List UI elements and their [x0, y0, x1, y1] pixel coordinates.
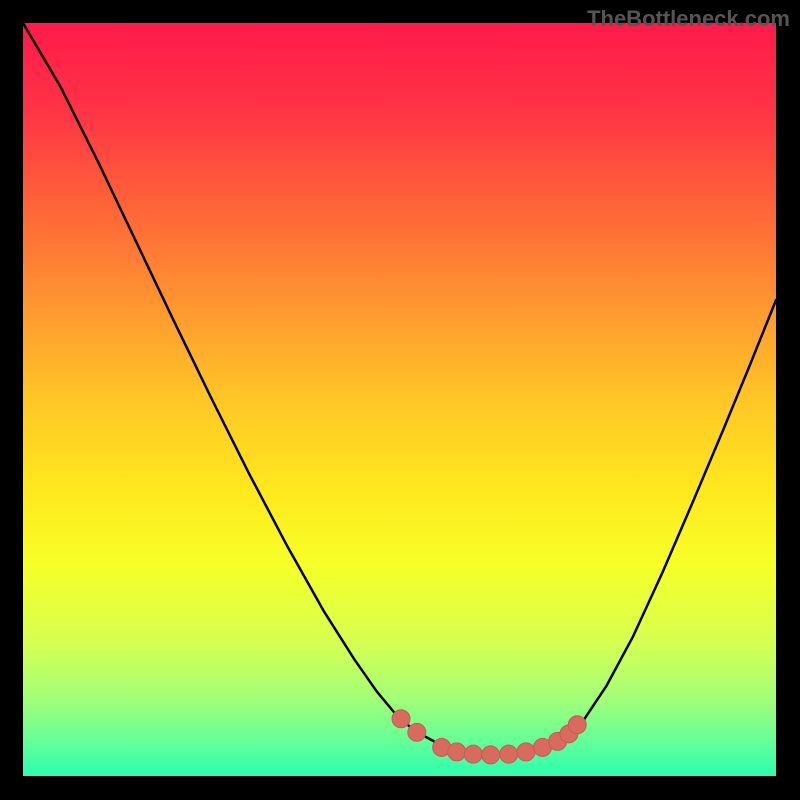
marker-dot — [482, 746, 500, 764]
plot-area — [23, 23, 776, 776]
curve-layer — [23, 23, 776, 776]
bottleneck-curve — [23, 23, 776, 753]
marker-dot — [408, 723, 426, 741]
marker-group — [392, 710, 586, 764]
watermark-text: TheBottleneck.com — [587, 6, 790, 32]
marker-dot — [500, 745, 518, 763]
marker-dot — [448, 743, 466, 761]
marker-dot — [568, 716, 586, 734]
marker-dot — [464, 745, 482, 763]
marker-dot — [517, 743, 535, 761]
marker-dot — [392, 710, 410, 728]
